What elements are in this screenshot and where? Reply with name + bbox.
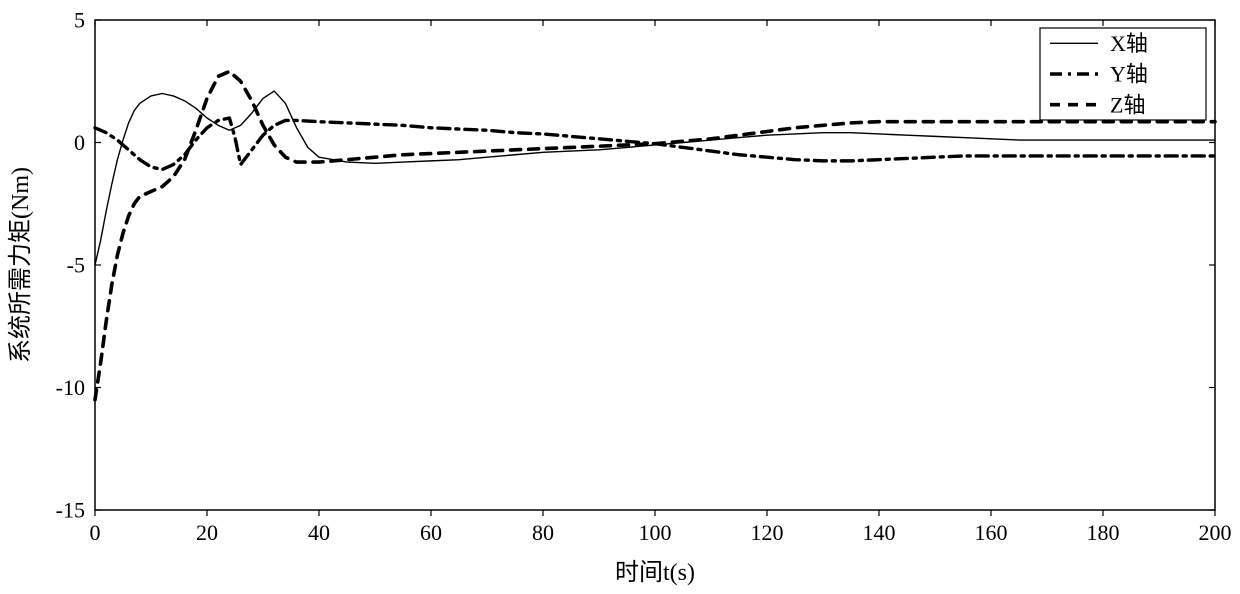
x-tick-label: 60 bbox=[420, 520, 442, 545]
y-tick-label: 5 bbox=[74, 8, 85, 33]
y-tick-label: 0 bbox=[74, 130, 85, 155]
x-tick-label: 80 bbox=[532, 520, 554, 545]
x-tick-label: 100 bbox=[639, 520, 672, 545]
y-tick-label: -15 bbox=[56, 498, 85, 523]
x-tick-label: 0 bbox=[90, 520, 101, 545]
x-tick-label: 140 bbox=[863, 520, 896, 545]
legend-label-y: Y轴 bbox=[1110, 62, 1148, 87]
x-tick-label: 40 bbox=[308, 520, 330, 545]
legend-label-x: X轴 bbox=[1110, 31, 1148, 56]
y-tick-label: -5 bbox=[67, 253, 85, 278]
x-tick-label: 20 bbox=[196, 520, 218, 545]
torque-chart: 0 20 40 60 80 100 120 140 160 180 200 -15 -10 -5 0 5 时间t… bbox=[0, 0, 1240, 594]
x-tick-label: 120 bbox=[751, 520, 784, 545]
chart-svg: 0 20 40 60 80 100 120 140 160 180 200 -15 -10 -5 0 5 时间t… bbox=[0, 0, 1240, 594]
y-tick-label: -10 bbox=[56, 375, 85, 400]
x-axis-label: 时间t(s) bbox=[615, 559, 695, 586]
y-axis-label: 系统所需力矩(Nm) bbox=[7, 167, 34, 363]
x-tick-label: 180 bbox=[1087, 520, 1120, 545]
legend-label-z: Z轴 bbox=[1110, 92, 1145, 117]
x-tick-label: 160 bbox=[975, 520, 1008, 545]
x-tick-label: 200 bbox=[1199, 520, 1232, 545]
